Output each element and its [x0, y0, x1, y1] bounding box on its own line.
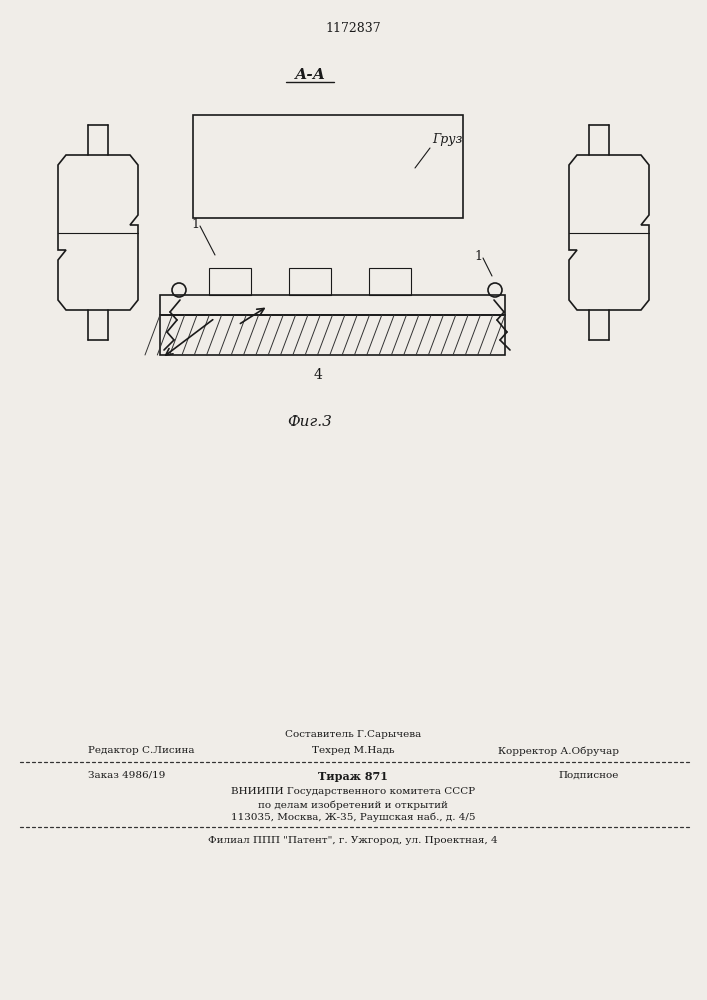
Text: 1: 1 — [474, 250, 482, 263]
Text: Подписное: Подписное — [559, 771, 619, 780]
Text: Груз: Груз — [432, 133, 462, 146]
Text: Заказ 4986/19: Заказ 4986/19 — [88, 771, 165, 780]
Bar — [193, 115, 463, 218]
Text: Составитель Г.Сарычева: Составитель Г.Сарычева — [285, 730, 421, 739]
Text: 113035, Москва, Ж-35, Раушская наб., д. 4/5: 113035, Москва, Ж-35, Раушская наб., д. … — [230, 813, 475, 822]
Text: Редактор С.Лисина: Редактор С.Лисина — [88, 746, 194, 755]
Bar — [289, 268, 331, 295]
Text: 1: 1 — [191, 218, 199, 231]
Bar — [160, 295, 505, 315]
Text: Фиг.3: Фиг.3 — [288, 415, 332, 429]
Text: Корректор А.Обручар: Корректор А.Обручар — [498, 746, 619, 756]
Text: ВНИИПИ Государственного комитета СССР: ВНИИПИ Государственного комитета СССР — [231, 787, 475, 796]
Bar — [369, 268, 411, 295]
Text: по делам изобретений и открытий: по делам изобретений и открытий — [258, 800, 448, 810]
Text: Филиал ППП "Патент", г. Ужгород, ул. Проектная, 4: Филиал ППП "Патент", г. Ужгород, ул. Про… — [208, 836, 498, 845]
Text: Техред М.Надь: Техред М.Надь — [312, 746, 395, 755]
Text: 4: 4 — [314, 368, 322, 382]
Bar — [160, 315, 505, 355]
Bar — [209, 268, 251, 295]
Text: А-А: А-А — [294, 68, 325, 82]
Text: Тираж 871: Тираж 871 — [318, 771, 388, 782]
Text: 1172837: 1172837 — [325, 22, 381, 35]
